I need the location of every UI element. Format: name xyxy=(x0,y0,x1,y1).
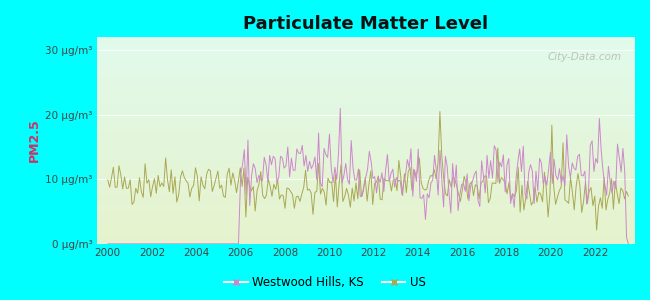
Bar xyxy=(97,81,635,84)
Bar xyxy=(97,210,635,213)
Bar xyxy=(97,48,635,50)
Bar xyxy=(97,45,635,48)
Y-axis label: PM2.5: PM2.5 xyxy=(28,119,41,163)
Bar xyxy=(97,200,635,203)
Bar xyxy=(97,43,635,45)
Bar xyxy=(97,125,635,128)
Bar xyxy=(97,58,635,61)
Bar xyxy=(97,110,635,112)
Bar xyxy=(97,37,635,40)
Bar xyxy=(97,120,635,122)
Bar xyxy=(97,71,635,74)
Text: City-Data.com: City-Data.com xyxy=(547,52,621,62)
Bar xyxy=(97,97,635,99)
Bar xyxy=(97,184,635,187)
Bar xyxy=(97,104,635,107)
Bar xyxy=(97,223,635,226)
Bar xyxy=(97,231,635,233)
Bar xyxy=(97,79,635,81)
Bar xyxy=(97,205,635,208)
Bar xyxy=(97,141,635,143)
Bar xyxy=(97,187,635,190)
Bar xyxy=(97,68,635,71)
Bar xyxy=(97,195,635,197)
Bar xyxy=(97,236,635,239)
Bar xyxy=(97,117,635,120)
Bar xyxy=(97,192,635,195)
Bar xyxy=(97,133,635,135)
Bar xyxy=(97,159,635,161)
Bar xyxy=(97,99,635,102)
Bar xyxy=(97,122,635,125)
Bar xyxy=(97,135,635,138)
Bar xyxy=(97,197,635,200)
Bar xyxy=(97,92,635,94)
Bar xyxy=(97,215,635,218)
Bar xyxy=(97,154,635,156)
Bar xyxy=(97,66,635,68)
Bar xyxy=(97,74,635,76)
Legend: Westwood Hills, KS, US: Westwood Hills, KS, US xyxy=(219,272,431,294)
Bar xyxy=(97,228,635,231)
Bar xyxy=(97,179,635,182)
Bar xyxy=(97,56,635,58)
Bar xyxy=(97,94,635,97)
Bar xyxy=(97,84,635,86)
Bar xyxy=(97,107,635,110)
Title: Particulate Matter Level: Particulate Matter Level xyxy=(243,15,488,33)
Bar xyxy=(97,208,635,210)
Bar xyxy=(97,50,635,53)
Bar xyxy=(97,220,635,223)
Bar xyxy=(97,182,635,184)
Bar xyxy=(97,226,635,228)
Bar xyxy=(97,61,635,63)
Bar xyxy=(97,241,635,244)
Bar xyxy=(97,148,635,151)
Bar xyxy=(97,190,635,192)
Bar xyxy=(97,164,635,166)
Bar xyxy=(97,213,635,215)
Bar xyxy=(97,172,635,174)
Bar xyxy=(97,156,635,159)
Bar xyxy=(97,40,635,43)
Bar xyxy=(97,63,635,66)
Bar xyxy=(97,143,635,146)
Bar xyxy=(97,76,635,79)
Bar xyxy=(97,102,635,104)
Bar xyxy=(97,177,635,179)
Bar xyxy=(97,86,635,89)
Bar xyxy=(97,115,635,117)
Bar xyxy=(97,169,635,172)
Bar xyxy=(97,130,635,133)
Bar xyxy=(97,112,635,115)
Bar xyxy=(97,218,635,220)
Bar xyxy=(97,138,635,141)
Bar xyxy=(97,174,635,177)
Bar xyxy=(97,53,635,56)
Bar xyxy=(97,239,635,241)
Bar xyxy=(97,202,635,205)
Bar xyxy=(97,233,635,236)
Bar xyxy=(97,161,635,164)
Bar xyxy=(97,151,635,154)
Bar xyxy=(97,89,635,92)
Bar xyxy=(97,146,635,148)
Bar xyxy=(97,167,635,169)
Bar xyxy=(97,128,635,130)
